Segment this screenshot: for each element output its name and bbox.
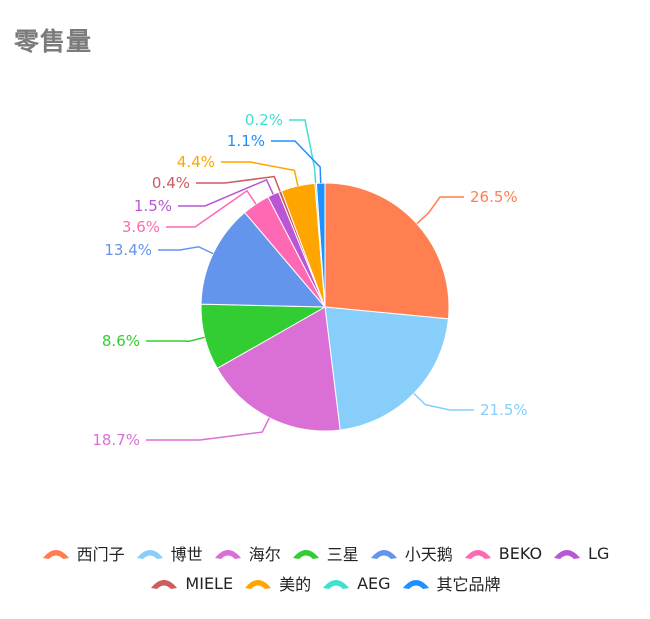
legend-row: MIELE 美的 AEG 其它品牌 — [0, 568, 650, 598]
legend-item[interactable]: 海尔 — [213, 541, 281, 565]
legend-swatch-icon — [243, 576, 273, 590]
leader-line — [158, 245, 214, 255]
legend-label: BEKO — [498, 543, 543, 563]
legend-label: 小天鹅 — [404, 545, 453, 564]
slice-label: 1.1% — [227, 132, 265, 150]
legend-swatch-icon — [149, 576, 179, 590]
legend-item[interactable]: 西门子 — [41, 541, 125, 565]
leader-line — [221, 161, 299, 187]
legend-row: 西门子 博世 海尔 三星 小天鹅 BEKO LG — [0, 538, 650, 568]
slice-label: 0.2% — [245, 111, 283, 129]
legend-item[interactable]: 其它品牌 — [401, 571, 501, 595]
slice-label: 1.5% — [134, 197, 172, 215]
leader-line — [196, 175, 281, 192]
slice-label: 3.6% — [122, 218, 160, 236]
legend-swatch-icon — [369, 546, 399, 560]
legend-label: 美的 — [279, 575, 312, 594]
slice-label: 26.5% — [470, 188, 518, 206]
legend-swatch-icon — [401, 576, 431, 590]
leader-line — [146, 417, 271, 441]
leader-line — [416, 196, 464, 225]
leader-line — [413, 392, 474, 411]
slice-label: 21.5% — [480, 401, 528, 419]
leader-line — [289, 119, 317, 184]
slice-label: 0.4% — [152, 174, 190, 192]
legend-item[interactable]: MIELE — [149, 574, 233, 593]
slice-label: 18.7% — [92, 431, 140, 449]
legend-item[interactable]: 博世 — [135, 541, 203, 565]
slice-label: 8.6% — [102, 332, 140, 350]
legend-swatch-icon — [41, 546, 71, 560]
legend-item[interactable]: 三星 — [291, 541, 359, 565]
pie-slice[interactable] — [324, 306, 449, 431]
legend-label: AEG — [357, 573, 391, 593]
chart-title: 零售量 — [14, 27, 93, 56]
legend-label: LG — [588, 543, 610, 563]
legend-swatch-icon — [213, 546, 243, 560]
pie-slice[interactable] — [315, 182, 326, 308]
legend-label: 博世 — [170, 545, 203, 564]
legend: 西门子 博世 海尔 三星 小天鹅 BEKO LG MIELE 美的 AEG 其它品牌 — [0, 538, 650, 598]
legend-item[interactable]: BEKO — [463, 544, 542, 563]
leader-line — [271, 140, 322, 184]
legend-swatch-icon — [291, 546, 321, 560]
legend-swatch-icon — [552, 546, 582, 560]
legend-swatch-icon — [321, 576, 351, 590]
leader-line — [146, 336, 205, 342]
slice-label: 4.4% — [177, 153, 215, 171]
legend-label: 三星 — [326, 545, 359, 564]
leader-line — [166, 189, 257, 228]
legend-label: 海尔 — [248, 545, 281, 564]
legend-item[interactable]: AEG — [321, 573, 391, 593]
legend-item[interactable]: 美的 — [243, 571, 311, 595]
leader-line — [178, 178, 274, 207]
legend-label: 其它品牌 — [436, 575, 501, 594]
legend-label: MIELE — [185, 573, 234, 593]
pie-slice[interactable] — [324, 182, 450, 320]
legend-swatch-icon — [135, 546, 165, 560]
legend-swatch-icon — [463, 546, 493, 560]
legend-item[interactable]: 小天鹅 — [369, 541, 453, 565]
legend-label: 西门子 — [76, 545, 125, 564]
slice-label: 13.4% — [104, 241, 152, 259]
legend-item[interactable]: LG — [552, 544, 609, 563]
